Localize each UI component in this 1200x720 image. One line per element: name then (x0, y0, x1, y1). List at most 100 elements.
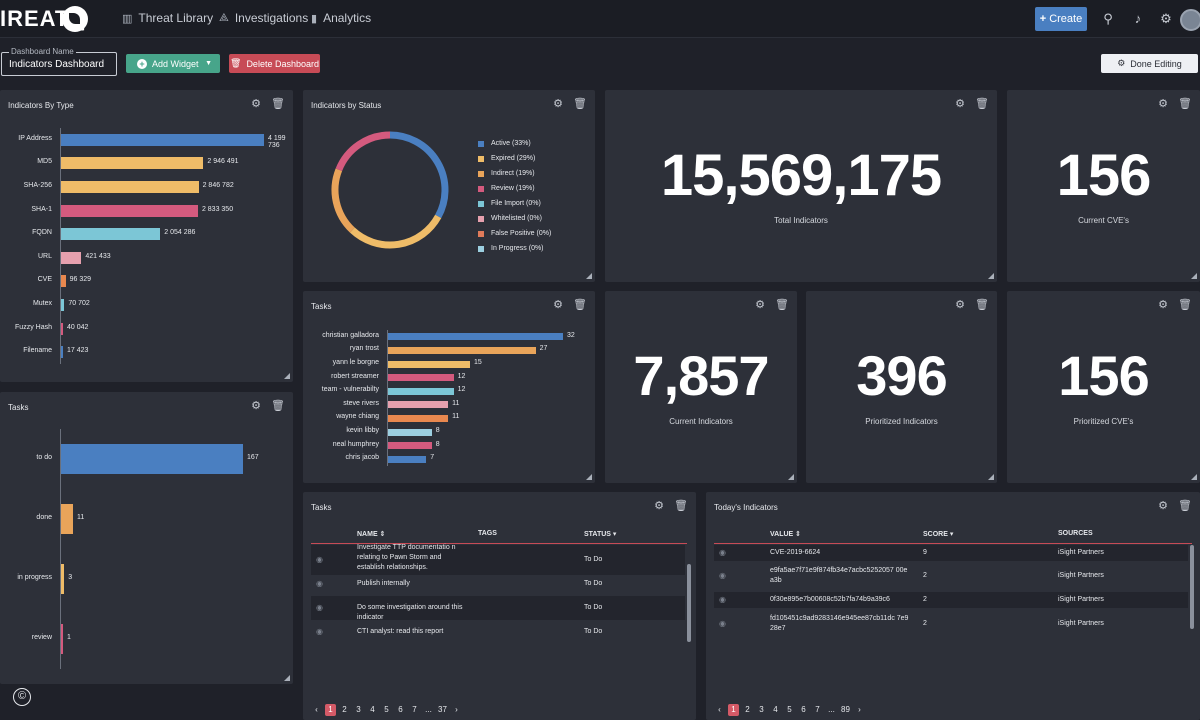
resize-handle[interactable] (284, 373, 290, 379)
gear-icon[interactable]: ⚙ (1158, 299, 1169, 311)
gear-icon[interactable]: ⚙ (1158, 98, 1169, 110)
eye-icon[interactable]: ◉ (316, 627, 323, 636)
page-button[interactable]: 2 (342, 705, 347, 714)
bar[interactable] (61, 624, 63, 654)
create-button[interactable]: + Create (1035, 7, 1087, 31)
donut-slice[interactable] (349, 214, 442, 249)
bar[interactable] (61, 204, 198, 217)
gear-icon[interactable]: ⚙ (955, 299, 966, 311)
task-name[interactable]: Publish internally (357, 580, 410, 587)
page-button[interactable]: ... (425, 705, 432, 714)
table-row[interactable]: ◉ Publish internally To Do (311, 576, 685, 592)
gear-icon[interactable]: ⚙ (955, 98, 966, 110)
bell-icon[interactable]: ♪ (1134, 11, 1142, 26)
bar[interactable] (388, 442, 432, 450)
trash-icon[interactable]: 🗑 (271, 400, 285, 412)
nav-investigations[interactable]: ⟁ Investigations (219, 11, 308, 25)
page-button[interactable]: 4 (370, 705, 375, 714)
donut-slice[interactable] (389, 131, 449, 219)
resize-handle[interactable] (1191, 474, 1197, 480)
bar[interactable] (388, 346, 536, 354)
bar[interactable] (388, 374, 454, 382)
gear-icon[interactable]: ⚙ (1160, 11, 1172, 26)
page-button[interactable]: 6 (398, 705, 403, 714)
trash-icon[interactable]: 🗑 (271, 98, 285, 110)
delete-dashboard-button[interactable]: 🗑 Delete Dashboard (229, 54, 320, 73)
done-editing-button[interactable]: ⚙ Done Editing (1101, 54, 1198, 73)
trash-icon[interactable]: 🗑 (573, 299, 587, 311)
column-header-name[interactable]: NAME ⇕ (357, 531, 386, 538)
page-button[interactable]: 7 (815, 705, 820, 714)
bar[interactable] (61, 251, 82, 264)
legend-item[interactable]: Whitelisted (0%) (478, 215, 542, 222)
avatar[interactable] (1180, 9, 1200, 31)
eye-icon[interactable]: ◉ (316, 603, 323, 612)
bar[interactable] (61, 228, 161, 241)
task-name[interactable]: Do some investigation around this indica… (357, 604, 463, 621)
resize-handle[interactable] (284, 675, 290, 681)
eye-icon[interactable]: ◉ (719, 571, 726, 580)
trash-icon[interactable]: 🗑 (975, 98, 989, 110)
task-name[interactable]: CTI analyst: read this report (357, 628, 444, 635)
legend-item[interactable]: Expired (29%) (478, 155, 535, 162)
resize-handle[interactable] (988, 273, 994, 279)
indicator-value[interactable]: CVE-2019-6624 (770, 549, 821, 556)
chevron-down-icon[interactable]: ▼ (205, 60, 212, 67)
trash-icon[interactable]: 🗑 (1178, 500, 1192, 512)
eye-icon[interactable]: ◉ (316, 579, 323, 588)
eye-icon[interactable]: ◉ (316, 555, 323, 564)
resize-handle[interactable] (1191, 273, 1197, 279)
bar[interactable] (61, 504, 73, 534)
bar[interactable] (388, 428, 432, 436)
gear-icon[interactable]: ⚙ (755, 299, 766, 311)
bar[interactable] (388, 414, 449, 422)
page-button[interactable]: 7 (412, 705, 417, 714)
resize-handle[interactable] (788, 474, 794, 480)
bar[interactable] (61, 299, 65, 311)
task-name[interactable]: Investigate TTP documentatio n relating … (357, 544, 456, 571)
page-button[interactable]: 1 (325, 704, 336, 716)
legend-item[interactable]: File Import (0%) (478, 200, 541, 207)
legend-item[interactable]: In Progress (0%) (478, 245, 544, 252)
table-row[interactable]: ◉ Investigate TTP documentatio n relating… (311, 544, 685, 575)
bar[interactable] (388, 360, 471, 368)
next-page-button[interactable]: › (858, 705, 861, 714)
bar[interactable] (388, 387, 454, 395)
legend-item[interactable]: Review (19%) (478, 185, 535, 192)
bar[interactable] (61, 133, 264, 146)
search-icon[interactable]: ⚲ (1103, 11, 1113, 26)
column-header-score[interactable]: SCORE ▾ (923, 531, 954, 538)
bar[interactable] (388, 401, 449, 409)
nav-analytics[interactable]: ▮ Analytics (311, 11, 371, 25)
column-header-status[interactable]: STATUS ▾ (584, 531, 617, 538)
gear-icon[interactable]: ⚙ (553, 98, 564, 110)
trash-icon[interactable]: 🗑 (775, 299, 789, 311)
page-button[interactable]: 4 (773, 705, 778, 714)
prev-page-button[interactable]: ‹ (718, 705, 721, 714)
gear-icon[interactable]: ⚙ (251, 98, 262, 110)
prev-page-button[interactable]: ‹ (315, 705, 318, 714)
eye-icon[interactable]: ◉ (719, 595, 726, 604)
gear-icon[interactable]: ⚙ (553, 299, 564, 311)
table-row[interactable]: ◉ e9fa5ae7f71e9f874fb34e7acbc5252057 00ea… (714, 564, 1188, 588)
bar[interactable] (61, 181, 199, 193)
table-row[interactable]: ◉ CTI analyst: read this report To Do (311, 624, 685, 640)
gear-icon[interactable]: ⚙ (251, 400, 262, 412)
bar[interactable] (388, 333, 563, 341)
page-button[interactable]: 5 (384, 705, 389, 714)
page-button[interactable]: 89 (841, 705, 850, 714)
trash-icon[interactable]: 🗑 (573, 98, 587, 110)
page-button[interactable]: 1 (728, 704, 739, 716)
bar[interactable] (61, 322, 63, 335)
page-button[interactable]: 37 (438, 705, 447, 714)
indicator-value[interactable]: fd105451c9ad9283146e945ee87cb11dc 7e928e… (770, 615, 909, 632)
table-row[interactable]: ◉ Do some investigation around this indic… (311, 596, 685, 621)
donut-slice[interactable] (331, 168, 355, 233)
resize-handle[interactable] (586, 474, 592, 480)
bar[interactable] (61, 157, 204, 170)
page-button[interactable]: 3 (356, 705, 361, 714)
legend-item[interactable]: False Positive (0%) (478, 230, 551, 237)
page-button[interactable]: ... (828, 705, 835, 714)
eye-icon[interactable]: ◉ (719, 619, 726, 628)
column-header-sources[interactable]: SOURCES (1058, 530, 1093, 537)
